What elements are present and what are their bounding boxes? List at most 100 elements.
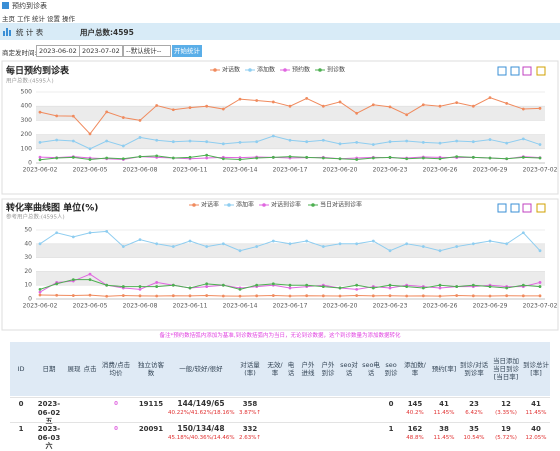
y-tick-label: 30 [24, 254, 32, 261]
point [321, 285, 325, 288]
point [405, 113, 409, 117]
point [388, 286, 392, 290]
column-header: 当日添加当日到诊[当日率] [493, 357, 519, 381]
filter-row: 商定发时间: 2023-06-02 2023-07-02 --默认统计-- 开始… [0, 43, 560, 58]
point [105, 156, 109, 160]
cell-value: 35 [469, 425, 479, 433]
point [488, 239, 492, 243]
point [38, 141, 42, 144]
point [255, 140, 259, 144]
point [355, 141, 359, 144]
x-tick-label: 2023-06-23 [373, 303, 408, 310]
toolbar-icon[interactable] [510, 66, 520, 76]
point [288, 104, 292, 108]
point [221, 142, 225, 146]
point [55, 138, 59, 142]
point [238, 158, 242, 161]
point [305, 239, 309, 243]
point [538, 106, 542, 110]
menu-item[interactable]: 设置 [47, 15, 60, 23]
column-header: 预约[率] [431, 365, 457, 373]
point [205, 282, 209, 286]
point [338, 142, 342, 146]
menu-bar: 主页 工作 统计 设置 操作 [0, 12, 560, 23]
y-tick-label: 100 [21, 145, 33, 152]
point [455, 245, 459, 248]
point [505, 101, 509, 105]
grid-band [36, 271, 545, 286]
x-tick-label: 2023-06-17 [273, 167, 308, 174]
point [71, 294, 75, 297]
point [188, 155, 192, 159]
point [438, 104, 442, 108]
end-date[interactable]: 2023-07-02 [79, 45, 123, 57]
menu-item[interactable]: 工作 [17, 15, 30, 23]
note: 备注*预约数括弧内添加为基准,到诊数括弧内为当日，无论到诊数据，这个到诊数量为添… [159, 333, 401, 339]
point [355, 283, 359, 287]
toolbar-icon[interactable] [497, 203, 507, 213]
point [155, 104, 159, 107]
point [471, 294, 475, 298]
legend-dot [318, 68, 322, 72]
toolbar-icon[interactable] [522, 66, 532, 76]
point [121, 294, 125, 297]
point [88, 231, 92, 235]
point [388, 249, 392, 253]
column-header: 消费/点击均价 [101, 361, 131, 377]
stat-select[interactable]: --默认统计-- [123, 45, 171, 57]
cell-value: 150/134/48 [177, 424, 225, 433]
point [271, 155, 275, 159]
point [88, 147, 92, 151]
point [521, 107, 525, 111]
point [138, 119, 142, 122]
menu-item[interactable]: 统计 [32, 15, 45, 23]
point [305, 283, 309, 287]
menu-item[interactable]: 操作 [62, 15, 75, 23]
point [205, 156, 209, 160]
point [221, 283, 225, 287]
table-cell: 41 11.45% [522, 400, 550, 417]
point [371, 156, 375, 160]
point [505, 242, 509, 246]
point [205, 153, 209, 157]
toolbar-icon[interactable] [536, 203, 546, 213]
cell-value: 40 [531, 425, 541, 433]
grid-band [36, 134, 545, 149]
point [405, 157, 409, 161]
x-tick-label: 2023-06-08 [123, 303, 158, 310]
point [171, 283, 175, 287]
point [438, 286, 442, 290]
legend-dot [227, 203, 231, 207]
toolbar-icon[interactable] [522, 203, 532, 213]
start-date[interactable]: 2023-06-02 [36, 45, 80, 57]
legend-label: 预约数 [292, 66, 310, 74]
point [538, 156, 542, 160]
table-cell: 150/134/48 45.18%/40.36%/14.46% [168, 424, 235, 442]
column-header: 无效/率 [267, 361, 283, 377]
point [455, 294, 459, 297]
point [421, 286, 425, 290]
point [155, 281, 159, 284]
table-cell: 0 [98, 425, 134, 434]
toolbar-icon[interactable] [536, 66, 546, 76]
point [171, 140, 175, 144]
toolbar-icon[interactable] [510, 203, 520, 213]
start-button[interactable]: 开始统计 [172, 45, 202, 57]
point [521, 294, 525, 298]
point [255, 294, 259, 298]
point [138, 136, 142, 139]
point [321, 138, 325, 142]
cell-value: 41 [531, 400, 541, 408]
point [405, 294, 409, 298]
cell-value: 0 [18, 400, 24, 408]
data-table: ID 日期 展现 点击 消费/点击均价 独立访客数 一般/较好/很好 对话量(率) 无效/率 电话… [0, 340, 560, 450]
toolbar-icon[interactable] [497, 66, 507, 76]
point [155, 242, 159, 246]
column-header: seo电话 [362, 361, 380, 377]
point [438, 157, 442, 161]
table-cell: 12 (3.35%) [490, 400, 522, 417]
menu-item[interactable]: 主页 [2, 15, 15, 23]
point [421, 141, 425, 144]
point [471, 283, 475, 287]
